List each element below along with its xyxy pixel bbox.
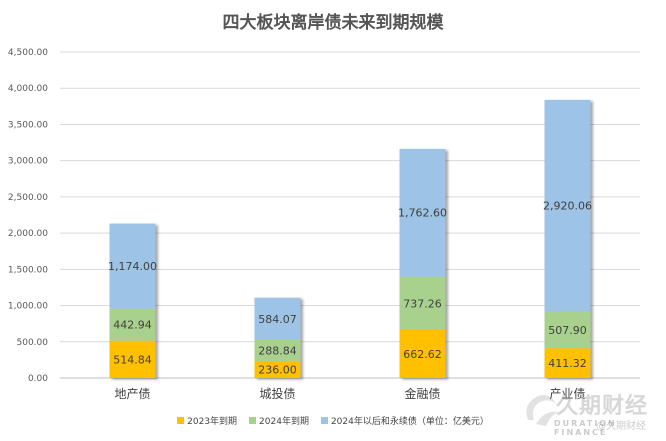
legend-item: 2024年到期 xyxy=(249,414,309,427)
x-tick-label: 地产债 xyxy=(114,387,150,401)
legend-label: 2023年到期 xyxy=(187,417,238,427)
watermark-text: 久期财经 xyxy=(556,393,649,419)
bar-segment xyxy=(254,339,301,361)
x-tick-label: 城投债 xyxy=(259,386,295,401)
bar-stack xyxy=(399,148,446,378)
x-axis: 地产债 城投债 金融债 产业债 xyxy=(114,386,585,401)
bar-segment xyxy=(399,148,446,277)
bar-stack xyxy=(254,297,301,378)
y-tick-label: 4,500.00 xyxy=(8,48,48,58)
bar-segment xyxy=(544,348,591,378)
legend-label: 2024年以后和永续债（单位：亿美元） xyxy=(330,417,489,427)
watermark-handle: @久期财经 xyxy=(596,421,646,432)
data-label: 737.26 xyxy=(403,297,442,310)
legend-swatch xyxy=(320,417,328,424)
legend: 2023年到期 2024年到期 2024年以后和永续债（单位：亿美元） xyxy=(0,414,666,427)
legend-item: 2023年到期 xyxy=(177,414,237,427)
data-label: 1,762.60 xyxy=(398,207,447,220)
chart-title: 四大板块离岸债未来到期规模 xyxy=(222,13,444,33)
bar-segment xyxy=(399,329,446,378)
gridlines xyxy=(60,51,640,379)
bar-segment xyxy=(109,340,156,378)
legend-label: 2024年到期 xyxy=(259,417,309,427)
bar-stack xyxy=(109,223,156,378)
bars xyxy=(109,99,591,378)
data-label: 514.84 xyxy=(113,353,152,366)
data-label: 442.94 xyxy=(113,319,152,332)
y-tick-label: 1,500.00 xyxy=(8,265,48,275)
legend-swatch xyxy=(177,417,185,424)
data-label: 584.07 xyxy=(258,313,297,326)
x-tick-label: 产业债 xyxy=(549,387,585,401)
bar-segment xyxy=(544,99,591,312)
watermark-icon xyxy=(526,395,558,426)
y-tick-label: 3,000.00 xyxy=(8,157,48,167)
bar-segment xyxy=(109,308,156,341)
watermark-subtext: DURATION FINANCE xyxy=(554,419,617,437)
data-label: 411.32 xyxy=(548,357,587,370)
bar-segment xyxy=(544,311,591,349)
legend-swatch xyxy=(249,417,257,424)
y-tick-label: 4,000.00 xyxy=(8,84,48,94)
bar-segment xyxy=(109,223,156,309)
data-label: 662.62 xyxy=(403,348,442,361)
y-tick-label: 500.00 xyxy=(17,338,49,348)
y-tick-label: 0.00 xyxy=(28,374,48,384)
bar-segment xyxy=(254,297,301,340)
data-label: 288.84 xyxy=(258,344,297,357)
y-tick-label: 3,500.00 xyxy=(8,120,48,130)
x-tick-label: 金融债 xyxy=(404,386,440,401)
legend-item: 2024年以后和永续债（单位：亿美元） xyxy=(320,414,489,427)
data-label: 2,920.06 xyxy=(543,200,592,213)
y-tick-label: 1,000.00 xyxy=(8,302,48,312)
watermark-logo: 久期财经 DURATION FINANCE @久期财经 xyxy=(520,386,666,441)
bar-segment xyxy=(254,360,301,378)
data-label: 1,174.00 xyxy=(108,260,157,273)
data-labels: 514.84 442.94 1,174.00 236.00 288.84 584.07 66… xyxy=(108,200,592,377)
y-tick-label: 2,500.00 xyxy=(8,193,48,203)
bar-stack xyxy=(544,99,591,378)
data-label: 236.00 xyxy=(258,363,297,376)
data-label: 507.90 xyxy=(548,324,587,337)
y-axis: 0.00 500.00 1,000.00 1,500.00 2,000.00 2,500.… xyxy=(8,48,48,384)
bar-segment xyxy=(399,276,446,330)
y-tick-label: 2,000.00 xyxy=(8,229,48,239)
